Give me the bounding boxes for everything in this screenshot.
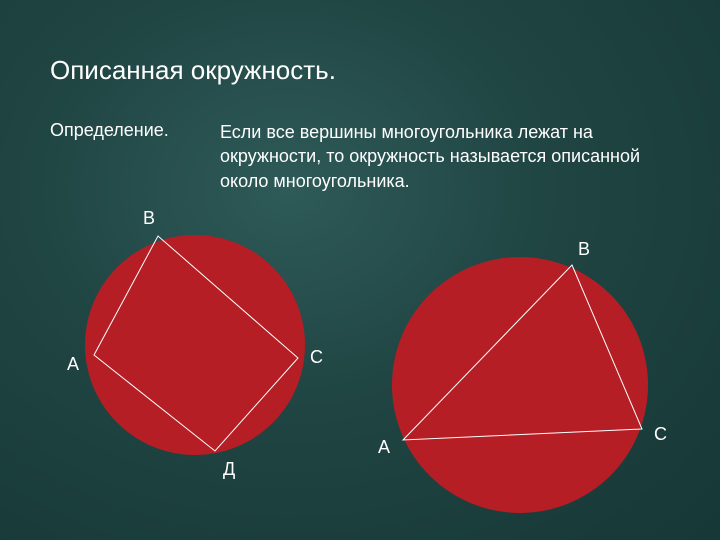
slide-title: Описанная окружность. bbox=[50, 55, 336, 86]
label-c-left: С bbox=[310, 347, 323, 367]
slide: Описанная окружность. Определение. Если … bbox=[0, 0, 720, 540]
figure-right: А В С bbox=[360, 225, 680, 540]
label-a-left: А bbox=[67, 354, 79, 374]
subhead-definition: Определение. bbox=[50, 120, 169, 141]
definition-text: Если все вершины многоугольника лежат на… bbox=[220, 120, 660, 193]
label-d-left: Д bbox=[223, 459, 235, 479]
label-c-right: С bbox=[654, 424, 667, 444]
right-circle bbox=[392, 257, 648, 513]
figure-left: А В С Д bbox=[45, 195, 345, 495]
label-b-right: В bbox=[578, 239, 590, 259]
label-a-right: А bbox=[378, 437, 390, 457]
label-b-left: В bbox=[143, 208, 155, 228]
